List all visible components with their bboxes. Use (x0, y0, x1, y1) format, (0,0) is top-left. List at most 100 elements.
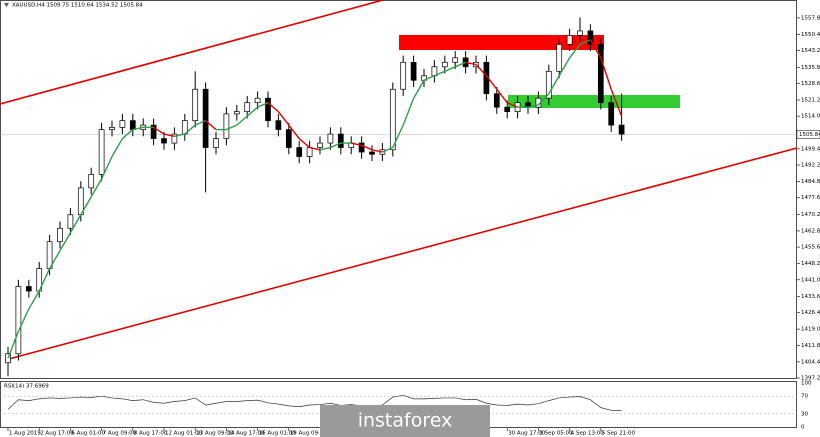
ma-segment (246, 106, 259, 117)
chart-title: XAUUSD,H4 1509.75 1510.64 1534.52 1505.8… (12, 3, 143, 9)
candle-body (400, 61, 407, 90)
rsi-tick-label: 100 (801, 381, 812, 387)
ma-segment (392, 124, 404, 148)
ma-segment (174, 133, 185, 137)
candle-body (161, 138, 167, 144)
candle-body (389, 88, 396, 151)
rsi-tick-label: 0 (801, 425, 805, 431)
ma-segment (569, 43, 581, 59)
ma-segment (153, 126, 165, 135)
candle-body (441, 61, 448, 68)
candle-body (556, 44, 563, 72)
x-tick-label: 8 Aug 17:00 (134, 431, 168, 437)
ma-segment (475, 64, 487, 77)
candle-body (213, 138, 219, 148)
ma-segment (236, 115, 248, 126)
ma-segment (351, 142, 362, 146)
last-price-box (796, 130, 820, 139)
ma-segment (309, 146, 321, 151)
candle-body (410, 61, 417, 81)
ma-segment (80, 196, 92, 216)
ma-segment (412, 79, 425, 99)
symbol-icon (4, 3, 9, 7)
x-tick-label: 13 Aug 09:00 (196, 431, 234, 437)
candle-body (618, 124, 625, 135)
ma-segment (59, 232, 72, 252)
candle-body (317, 142, 323, 148)
candle-body (285, 129, 292, 148)
x-tick-label: 7 Aug 09:00 (103, 431, 137, 437)
y-tick-label: 1535.80 (801, 65, 820, 71)
y-tick-label: 1492.20 (801, 163, 820, 169)
y-tick-label: 1499.40 (801, 146, 820, 152)
candle-body (369, 151, 375, 155)
ma-segment (111, 138, 124, 157)
ma-segment (257, 102, 269, 108)
watermark-box (320, 405, 490, 437)
candle-body (171, 133, 178, 144)
ma-segment (558, 57, 571, 77)
candle-body (587, 30, 594, 45)
ma-segment (402, 97, 415, 126)
candle-body (296, 147, 303, 157)
ma-segment (485, 75, 498, 90)
ma-segment (184, 124, 196, 135)
ma-segment (90, 178, 103, 198)
ma-segment (579, 39, 591, 46)
x-tick-label: 2 Aug 17:00 (40, 431, 74, 437)
ma-segment (610, 88, 623, 117)
ma-segment (330, 142, 342, 149)
candle-body (545, 70, 552, 99)
candle-body (57, 227, 63, 243)
candle-body (327, 133, 334, 144)
ma-segment (48, 250, 61, 269)
ma-segment (28, 290, 40, 310)
candle-body (358, 142, 365, 153)
candle-body (150, 124, 157, 139)
ma-segment (163, 133, 175, 137)
x-tick-label: 4 Sep 13:00 (571, 431, 605, 437)
ma-segment (454, 61, 466, 68)
rsi-tick-label: 70 (801, 394, 808, 400)
y-tick-label: 1470.20 (801, 212, 820, 218)
y-tick-label: 1404.40 (801, 359, 820, 365)
y-tick-label: 1477.60 (801, 195, 820, 201)
candle-body (67, 214, 74, 229)
y-tick-label: 1543.20 (801, 48, 820, 54)
ma-segment (69, 214, 82, 234)
y-tick-label: 1521.20 (801, 97, 820, 103)
y-tick-label: 1455.60 (801, 245, 820, 251)
resistance-zone (399, 35, 604, 50)
ma-segment (423, 75, 435, 81)
ma-segment (465, 61, 477, 66)
y-tick-label: 1433.60 (801, 294, 820, 300)
candle-body (98, 129, 105, 175)
ma-segment (205, 120, 217, 131)
ma-segment (194, 119, 206, 126)
ma-segment (132, 126, 144, 131)
candle-body (275, 120, 282, 130)
candle-body (244, 102, 251, 113)
y-tick-label: 1419.00 (801, 327, 820, 333)
ma-segment (7, 331, 20, 359)
candle-body (608, 102, 615, 126)
ma-segment (537, 93, 550, 106)
rsi-tick-label: 30 (801, 411, 808, 417)
rsi-line (7, 394, 622, 412)
rsi-title: RSI(14) 37.6969 (4, 384, 49, 390)
candle-body (452, 57, 459, 63)
y-tick-label: 1426.40 (801, 310, 820, 316)
y-tick-label: 1528.60 (801, 81, 820, 87)
ma-segment (600, 57, 612, 90)
candle-body (233, 111, 240, 115)
candle-body (493, 93, 500, 108)
y-tick-label: 1550.40 (801, 32, 820, 38)
x-tick-label: 19 Aug 09:00 (290, 431, 328, 437)
candle-body (109, 126, 115, 130)
y-tick-label: 1462.80 (801, 228, 820, 234)
x-tick-label: 16 Aug 01:00 (259, 431, 297, 437)
ma-segment (371, 149, 383, 153)
x-tick-label: 3 Sep 05:00 (539, 431, 573, 437)
